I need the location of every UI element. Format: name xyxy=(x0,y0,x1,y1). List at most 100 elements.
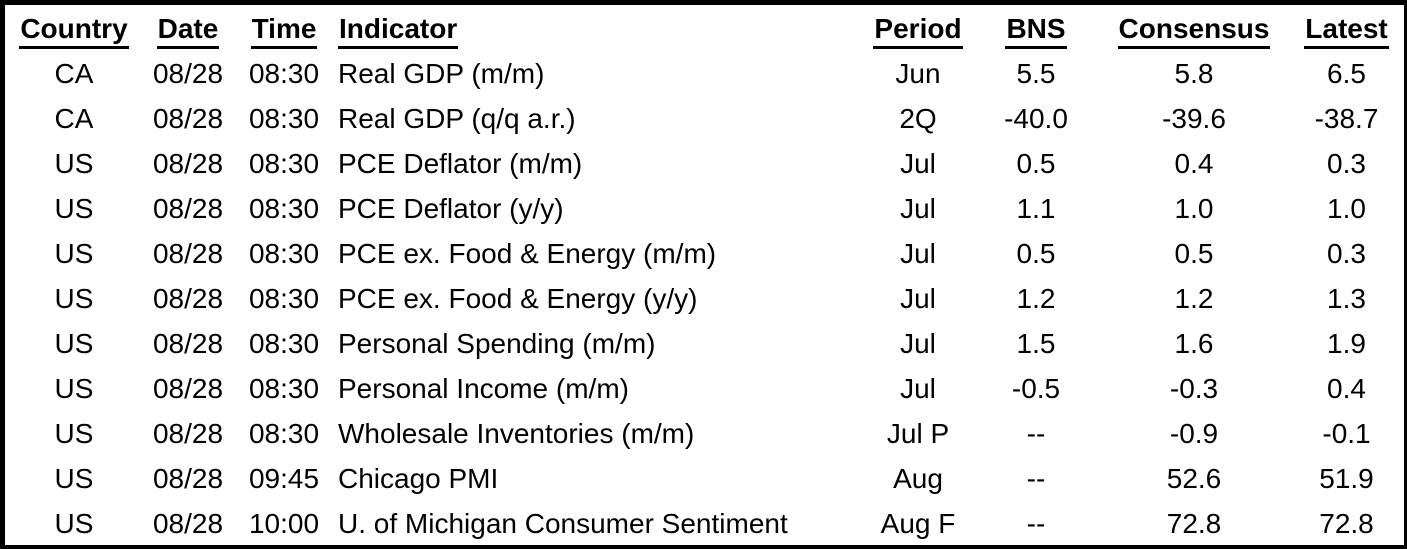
cell-time: 08:30 xyxy=(248,418,320,449)
column-header-time-label: Time xyxy=(250,11,318,49)
cell-indicator: PCE ex. Food & Energy (m/m) xyxy=(338,238,717,269)
cell-country: US xyxy=(54,418,94,449)
cell-consensus: -39.6 xyxy=(1162,103,1226,134)
cell-country: US xyxy=(54,373,94,404)
column-header-country: Country xyxy=(5,6,143,51)
cell-latest: 0.3 xyxy=(1327,238,1366,269)
table-row: US 08/28 08:30 PCE ex. Food & Energy (y/y) J… xyxy=(5,276,1404,321)
cell-indicator: Chicago PMI xyxy=(338,463,499,494)
cell-period: Jul xyxy=(900,148,936,179)
cell-country: US xyxy=(54,193,94,224)
column-header-time: Time xyxy=(233,6,335,51)
cell-date: 08/28 xyxy=(152,508,224,539)
cell-date: 08/28 xyxy=(152,328,224,359)
cell-latest: 72.8 xyxy=(1319,508,1374,539)
cell-latest: 51.9 xyxy=(1319,463,1374,494)
cell-country: US xyxy=(54,283,94,314)
cell-latest: 0.3 xyxy=(1327,148,1366,179)
cell-indicator: PCE ex. Food & Energy (y/y) xyxy=(338,283,698,314)
cell-indicator: PCE Deflator (y/y) xyxy=(338,193,564,224)
cell-consensus: 72.8 xyxy=(1166,508,1222,539)
cell-consensus: 5.8 xyxy=(1174,58,1214,89)
cell-period: Jul xyxy=(900,373,936,404)
cell-time: 08:30 xyxy=(248,283,320,314)
cell-period: Jul xyxy=(900,283,936,314)
cell-time: 08:30 xyxy=(248,58,320,89)
cell-bns: -40.0 xyxy=(1004,103,1068,134)
cell-period: 2Q xyxy=(899,103,937,134)
column-header-period-label: Period xyxy=(873,11,963,49)
cell-period: Jul P xyxy=(886,418,950,449)
column-header-consensus: Consensus xyxy=(1099,6,1289,51)
cell-consensus: 0.5 xyxy=(1174,238,1214,269)
cell-indicator: PCE Deflator (m/m) xyxy=(338,148,583,179)
cell-date: 08/28 xyxy=(152,238,224,269)
cell-bns: 0.5 xyxy=(1016,238,1056,269)
cell-time: 08:30 xyxy=(248,328,320,359)
table-row: US 08/28 08:30 Personal Income (m/m) Jul -0.5… xyxy=(5,366,1404,411)
column-header-date: Date xyxy=(143,6,233,51)
cell-period: Jul xyxy=(900,193,936,224)
cell-bns: 1.1 xyxy=(1016,193,1056,224)
cell-latest: 6.5 xyxy=(1327,58,1366,89)
cell-country: US xyxy=(54,508,94,539)
cell-indicator: Wholesale Inventories (m/m) xyxy=(338,418,695,449)
cell-time: 08:30 xyxy=(248,148,320,179)
cell-date: 08/28 xyxy=(152,58,224,89)
cell-date: 08/28 xyxy=(152,373,224,404)
column-header-latest: Latest xyxy=(1289,6,1404,51)
column-header-consensus-label: Consensus xyxy=(1117,11,1271,49)
column-header-period: Period xyxy=(863,6,973,51)
cell-date: 08/28 xyxy=(152,103,224,134)
economic-calendar-table: Country Date Time Indicator Period BNS C… xyxy=(5,6,1404,545)
cell-indicator: Real GDP (q/q a.r.) xyxy=(338,103,576,134)
cell-time: 10:00 xyxy=(248,508,320,539)
cell-bns: 1.2 xyxy=(1016,283,1056,314)
column-header-country-label: Country xyxy=(19,11,129,49)
cell-bns: 0.5 xyxy=(1016,148,1056,179)
cell-time: 08:30 xyxy=(248,373,320,404)
cell-time: 08:30 xyxy=(248,193,320,224)
header-row: Country Date Time Indicator Period BNS C… xyxy=(5,6,1404,51)
cell-indicator: U. of Michigan Consumer Sentiment xyxy=(338,508,788,539)
cell-country: US xyxy=(54,148,94,179)
cell-latest: 1.3 xyxy=(1327,283,1366,314)
cell-consensus: 1.0 xyxy=(1174,193,1214,224)
cell-consensus: -0.3 xyxy=(1169,373,1219,404)
cell-bns: -- xyxy=(1026,418,1046,449)
table-row: US 08/28 08:30 PCE Deflator (m/m) Jul 0.5 0.4 0… xyxy=(5,141,1404,186)
cell-date: 08/28 xyxy=(152,418,224,449)
cell-country: US xyxy=(54,328,94,359)
cell-bns: 5.5 xyxy=(1016,58,1056,89)
table-row: US 08/28 08:30 Wholesale Inventories (m/m) J… xyxy=(5,411,1404,456)
column-header-bns: BNS xyxy=(973,6,1099,51)
cell-period: Aug xyxy=(893,463,943,494)
cell-date: 08/28 xyxy=(152,463,224,494)
cell-latest: -0.1 xyxy=(1322,418,1371,449)
table-row: CA 08/28 08:30 Real GDP (m/m) Jun 5.5 5.8 6.5 xyxy=(5,51,1404,96)
cell-indicator: Real GDP (m/m) xyxy=(338,58,545,89)
table-body: CA 08/28 08:30 Real GDP (m/m) Jun 5.5 5.8 6.5 CA… xyxy=(5,51,1404,545)
cell-period: Jul xyxy=(900,328,936,359)
column-header-indicator-label: Indicator xyxy=(338,11,459,49)
table-row: CA 08/28 08:30 Real GDP (q/q a.r.) 2Q -40.0 -3… xyxy=(5,96,1404,141)
cell-consensus: 52.6 xyxy=(1166,463,1222,494)
cell-period: Aug F xyxy=(880,508,956,539)
cell-indicator: Personal Income (m/m) xyxy=(338,373,629,404)
cell-consensus: 1.2 xyxy=(1174,283,1214,314)
cell-time: 08:30 xyxy=(248,103,320,134)
cell-period: Jun xyxy=(895,58,941,89)
cell-bns: 1.5 xyxy=(1016,328,1056,359)
cell-country: CA xyxy=(54,103,94,134)
cell-latest: 0.4 xyxy=(1327,373,1366,404)
cell-bns: -- xyxy=(1026,463,1046,494)
cell-indicator: Personal Spending (m/m) xyxy=(338,328,656,359)
cell-consensus: -0.9 xyxy=(1169,418,1219,449)
cell-date: 08/28 xyxy=(152,148,224,179)
cell-country: US xyxy=(54,238,94,269)
table-row: US 08/28 10:00 U. of Michigan Consumer Sent… xyxy=(5,501,1404,545)
table-row: US 08/28 09:45 Chicago PMI Aug -- 52.6 51.9 xyxy=(5,456,1404,501)
table-row: US 08/28 08:30 PCE ex. Food & Energy (m/m) J… xyxy=(5,231,1404,276)
cell-bns: -0.5 xyxy=(1011,373,1061,404)
